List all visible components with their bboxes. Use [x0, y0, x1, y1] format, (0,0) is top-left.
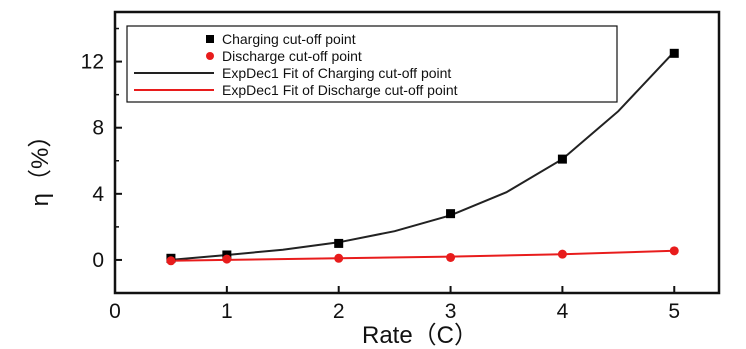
x-tick-label: 2 — [333, 300, 345, 323]
x-tick-label: 3 — [445, 300, 457, 323]
data-point-discharge — [222, 254, 232, 264]
y-tick-label: 4 — [92, 183, 104, 206]
data-point-discharge — [446, 252, 456, 262]
legend-label: ExpDec1 Fit of Discharge cut-off point — [222, 82, 458, 98]
legend-label: Charging cut-off point — [222, 31, 356, 47]
y-axis-title: η（%） — [27, 124, 54, 207]
plot-frame — [113, 10, 721, 295]
legend-marker-circle — [206, 52, 214, 60]
x-tick-label: 1 — [221, 300, 233, 323]
legend-label: ExpDec1 Fit of Charging cut-off point — [222, 65, 451, 81]
x-tick-label: 0 — [109, 300, 121, 323]
x-tick-label: 4 — [557, 300, 569, 323]
data-point-charging — [334, 238, 344, 248]
y-tick-label: 12 — [81, 51, 104, 74]
series-line-3 — [170, 249, 675, 262]
data-point-charging — [446, 209, 456, 219]
y-tick-label: 8 — [92, 117, 104, 140]
data-point-discharge — [166, 256, 176, 266]
data-point-discharge — [669, 246, 679, 256]
legend-label: Discharge cut-off point — [222, 48, 362, 64]
data-point-discharge — [334, 253, 344, 263]
x-tick-label: 5 — [668, 300, 680, 323]
y-tick-label: 0 — [92, 249, 104, 272]
data-point-charging — [669, 48, 679, 58]
data-point-charging — [557, 154, 567, 164]
data-point-discharge — [557, 249, 567, 259]
series-line-2 — [170, 51, 676, 261]
x-axis-title: Rate（C） — [362, 322, 478, 349]
legend-marker-square — [206, 35, 214, 43]
